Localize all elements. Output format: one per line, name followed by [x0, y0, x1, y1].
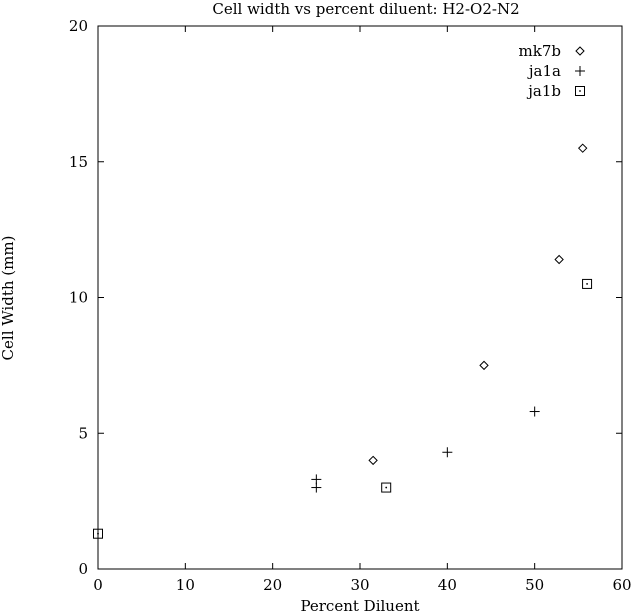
legend-marker-ja1b — [575, 86, 585, 96]
chart-title: Cell width vs percent diluent: H2-O2-N2 — [212, 0, 519, 18]
point-mk7b — [577, 143, 588, 153]
x-tick-label: 0 — [93, 576, 103, 594]
square-dot — [586, 283, 588, 285]
square-marker — [575, 86, 585, 96]
point-mk7b — [368, 455, 378, 466]
x-tick-label: 30 — [350, 576, 369, 594]
point-ja1a — [311, 474, 322, 485]
legend-marker-mk7b — [575, 46, 585, 56]
legend-label-ja1a: ja1a — [527, 62, 561, 80]
data-points — [93, 143, 593, 539]
point-ja1a — [442, 447, 453, 458]
legend-label-ja1b: ja1b — [526, 82, 561, 100]
x-tick-label: 20 — [263, 576, 282, 594]
square-dot — [385, 486, 388, 489]
y-tick-label: 5 — [78, 424, 88, 442]
y-axis-label: Cell Width (mm) — [0, 236, 17, 361]
square-marker — [582, 278, 593, 289]
point-ja1a — [529, 406, 540, 417]
y-tick-label: 20 — [69, 17, 88, 35]
point-ja1b — [381, 482, 392, 493]
point-mk7b — [479, 360, 489, 371]
square-marker — [93, 528, 103, 539]
diamond-marker — [368, 455, 378, 466]
point-ja1b — [93, 528, 103, 539]
square-dot — [97, 532, 99, 535]
x-axis-label: Percent Diluent — [300, 597, 419, 613]
point-ja1b — [582, 278, 593, 289]
square-dot — [579, 90, 581, 92]
x-tick-label: 10 — [176, 576, 195, 594]
y-tick-label: 0 — [78, 560, 88, 578]
diamond-marker — [479, 360, 489, 371]
diamond-marker — [577, 143, 588, 153]
legend-marker-ja1a — [575, 66, 585, 76]
legend: mk7b ja1a ja1b — [519, 42, 585, 100]
x-tick-label: 40 — [438, 576, 457, 594]
point-mk7b — [554, 254, 564, 265]
diamond-marker — [575, 46, 585, 56]
axis-ticks: 0 10 20 30 40 50 60 0 5 10 15 20 — [69, 17, 631, 594]
square-marker — [381, 482, 392, 493]
y-tick-label: 15 — [69, 153, 88, 171]
x-tick-label: 60 — [612, 576, 631, 594]
x-tick-label: 50 — [525, 576, 544, 594]
y-tick-label: 10 — [69, 289, 88, 307]
plot-frame — [97, 25, 623, 570]
legend-label-mk7b: mk7b — [519, 42, 561, 60]
diamond-marker — [554, 254, 564, 265]
